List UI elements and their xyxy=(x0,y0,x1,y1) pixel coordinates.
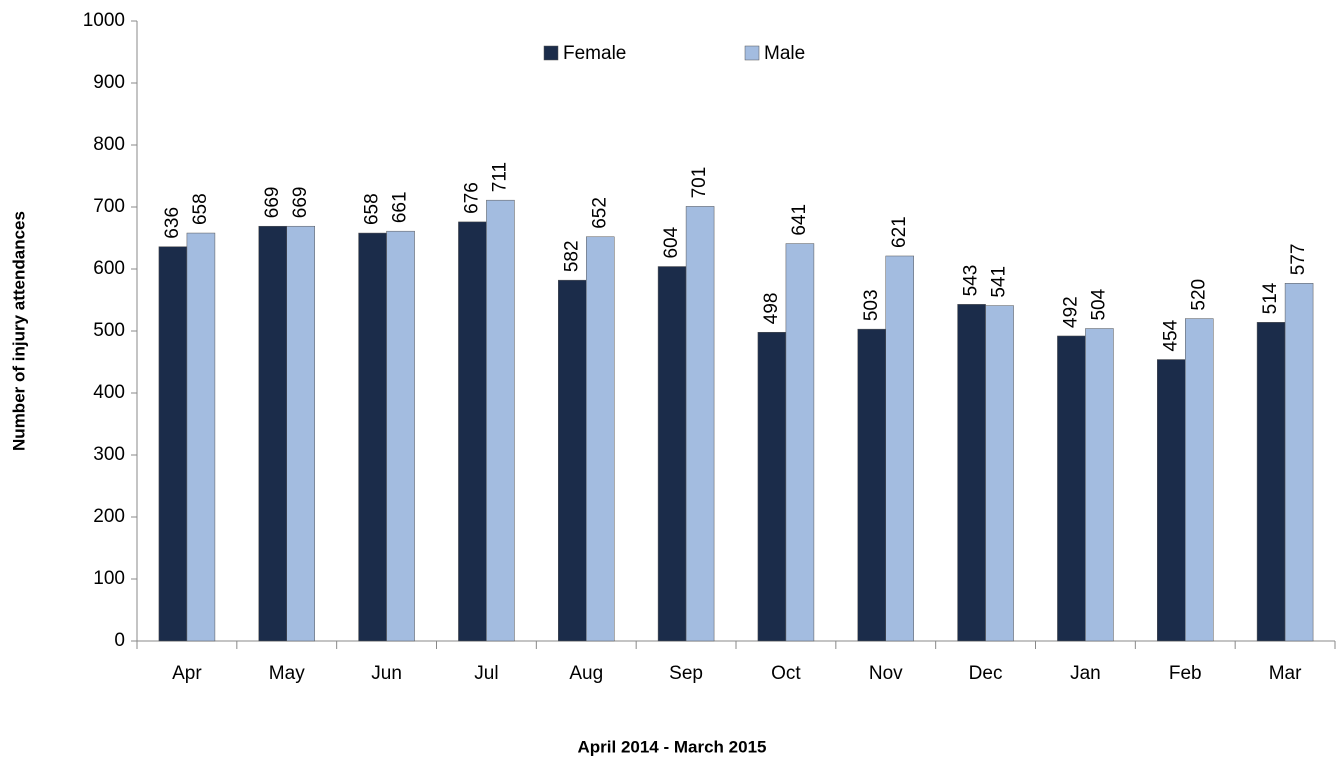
bar xyxy=(1057,335,1086,642)
data-label: 504 xyxy=(1088,288,1109,320)
bar xyxy=(1185,318,1214,642)
x-axis-title: April 2014 - March 2015 xyxy=(578,737,767,756)
data-label: 652 xyxy=(589,197,610,229)
data-label: 498 xyxy=(761,293,782,325)
legend-label: Female xyxy=(563,43,626,64)
y-tick-label: 400 xyxy=(93,382,125,403)
y-tick-label: 700 xyxy=(93,196,125,217)
bar xyxy=(258,225,287,642)
bar xyxy=(885,255,914,642)
bar xyxy=(685,206,715,642)
x-tick-label: Aug xyxy=(569,663,603,684)
bar xyxy=(158,246,188,642)
x-tick-label: Feb xyxy=(1169,663,1202,684)
bar xyxy=(1085,328,1114,642)
x-tick-label: Oct xyxy=(771,663,801,684)
x-tick-label: Jul xyxy=(474,663,498,684)
legend-swatch xyxy=(744,45,760,61)
bar xyxy=(186,232,216,642)
x-tick-label: Nov xyxy=(869,663,903,684)
data-label: 577 xyxy=(1288,244,1309,276)
bar xyxy=(1157,359,1186,642)
bar xyxy=(358,232,387,642)
data-label: 492 xyxy=(1060,296,1081,328)
data-label: 621 xyxy=(889,216,910,248)
y-tick-label: 0 xyxy=(114,630,125,651)
data-label: 701 xyxy=(689,167,710,199)
data-label: 541 xyxy=(989,266,1010,298)
data-label: 582 xyxy=(561,240,582,272)
data-label: 636 xyxy=(162,207,183,239)
data-label: 503 xyxy=(861,289,882,321)
bar xyxy=(757,331,787,642)
x-tick-label: Dec xyxy=(969,663,1003,684)
data-label: 604 xyxy=(661,226,682,258)
data-label: 658 xyxy=(362,193,383,225)
bar xyxy=(1256,322,1286,642)
y-axis-title: Number of injury attendances xyxy=(9,211,28,451)
x-tick-label: Apr xyxy=(172,663,202,684)
bar xyxy=(957,304,986,642)
y-tick-label: 800 xyxy=(93,134,125,155)
bar xyxy=(558,279,587,642)
y-tick-label: 600 xyxy=(93,258,125,279)
data-label: 514 xyxy=(1260,282,1281,314)
x-tick-label: Jun xyxy=(371,663,402,684)
bar xyxy=(1284,283,1314,642)
data-label: 520 xyxy=(1188,279,1209,311)
x-tick-label: Jan xyxy=(1070,663,1101,684)
bar xyxy=(486,199,515,642)
data-label: 641 xyxy=(789,204,810,236)
y-tick-label: 100 xyxy=(93,568,125,589)
data-label: 658 xyxy=(190,193,211,225)
y-tick-label: 200 xyxy=(93,506,125,527)
bar xyxy=(857,328,886,642)
bar xyxy=(458,221,487,642)
y-tick-label: 500 xyxy=(93,320,125,341)
x-tick-label: May xyxy=(269,663,305,684)
legend-swatch xyxy=(543,45,559,61)
bar xyxy=(286,225,315,642)
data-label: 676 xyxy=(461,182,482,214)
bar xyxy=(586,236,615,642)
x-tick-label: Sep xyxy=(669,663,703,684)
data-label: 661 xyxy=(390,191,411,223)
data-label: 711 xyxy=(489,162,510,192)
data-label: 669 xyxy=(290,187,311,219)
data-label: 543 xyxy=(961,265,982,297)
x-tick-label: Mar xyxy=(1269,663,1302,684)
bar xyxy=(657,266,687,642)
bar xyxy=(785,243,815,642)
bar xyxy=(985,305,1014,642)
y-tick-label: 300 xyxy=(93,444,125,465)
y-tick-label: 900 xyxy=(93,72,125,93)
data-label: 669 xyxy=(262,187,283,219)
legend-label: Male xyxy=(764,43,805,64)
bar xyxy=(386,230,415,642)
data-label: 454 xyxy=(1160,319,1181,351)
y-tick-label: 1000 xyxy=(83,10,125,31)
